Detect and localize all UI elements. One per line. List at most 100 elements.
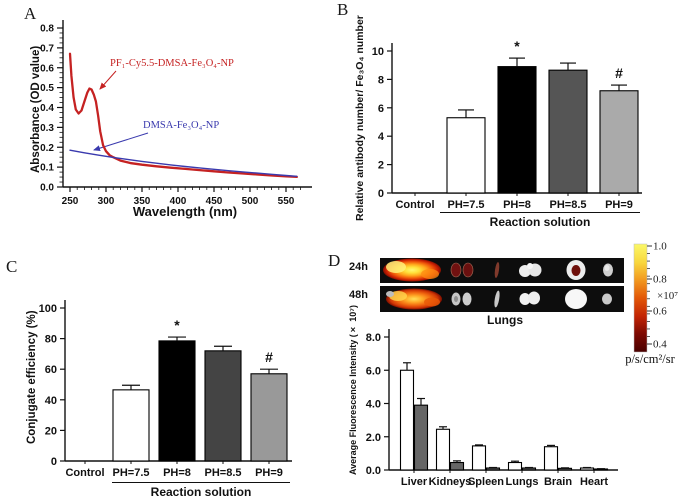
- bar: [471, 445, 487, 471]
- organ-kidneys-24h: [450, 262, 474, 278]
- bar: [497, 66, 537, 194]
- bar: [449, 461, 465, 471]
- y-tick-label: 0.0: [40, 183, 54, 194]
- significance-marker: *: [174, 317, 180, 333]
- panel-b-group-underline: [440, 212, 640, 213]
- colorbar-tick-0.4: 0.4: [653, 339, 667, 351]
- y-tick-label: 0.8: [40, 24, 54, 35]
- organ-lungs-24h: [519, 263, 542, 277]
- panel-letter-b: B: [337, 0, 349, 19]
- organ-lungs-48h: [519, 291, 540, 305]
- organ-liver-24h: [383, 258, 441, 282]
- bar: [579, 467, 595, 471]
- x-category-label: PH=9: [605, 199, 633, 211]
- x-category-label: Heart: [580, 476, 608, 488]
- x-category-label: Lungs: [506, 476, 539, 488]
- panel-letter-a: A: [24, 4, 37, 23]
- organ-fluorescence-strips: [380, 258, 624, 312]
- y-tick-label: 4: [378, 131, 385, 143]
- panel-letter-c: C: [6, 257, 18, 276]
- x-tick-label: 450: [206, 196, 223, 207]
- y-tick-label: 6: [378, 103, 384, 115]
- organ-brain-48h: [565, 289, 587, 309]
- bar: [112, 389, 150, 462]
- y-tick-label: 0.4: [40, 103, 54, 114]
- y-tick-label: 60: [45, 364, 57, 376]
- y-tick-label: 20: [45, 425, 57, 437]
- x-tick-label: 500: [242, 196, 259, 207]
- x-tick-label: 250: [62, 196, 79, 207]
- y-tick-label: 2: [378, 160, 384, 172]
- x-category-label: PH=9: [255, 467, 283, 479]
- y-tick-label: 0: [51, 456, 57, 468]
- x-category-label: Brain: [544, 476, 572, 488]
- bar: [204, 350, 242, 462]
- x-category-label: Liver: [401, 476, 428, 488]
- significance-marker: #: [265, 349, 273, 365]
- y-tick-label: 8: [378, 74, 384, 86]
- bar: [435, 428, 451, 471]
- bar: [158, 340, 196, 462]
- organ-liver-48h: [386, 288, 442, 310]
- x-tick-label: 400: [170, 196, 187, 207]
- panel-b-x-axis-label: Reaction solution: [489, 215, 591, 229]
- x-tick-label: 350: [134, 196, 151, 207]
- y-tick-label: 0: [378, 188, 384, 200]
- y-tick-label: 0.6: [40, 63, 54, 74]
- y-tick-label: 6.0: [366, 365, 381, 377]
- bar: [446, 117, 486, 194]
- bar: [250, 373, 288, 462]
- bar: [599, 90, 639, 194]
- bar: [485, 467, 501, 471]
- bar: [548, 69, 588, 194]
- significance-marker: *: [514, 38, 520, 54]
- y-tick-label: 0.1: [40, 163, 54, 174]
- x-category-label: PH=8.5: [550, 199, 587, 211]
- y-tick-label: 2.0: [366, 432, 381, 444]
- panel-letter-d: D: [328, 251, 341, 270]
- series-label-red: PF₁-Cy5.5-DMSA-Fe₃O₄-NP: [110, 58, 234, 69]
- strip-caption-lungs: Lungs: [487, 313, 523, 327]
- curve-conjugate: [68, 52, 298, 179]
- y-tick-label: 100: [39, 303, 57, 315]
- time-label-24h: 24h: [349, 261, 368, 273]
- x-category-label: PH=7.5: [113, 467, 150, 479]
- bar: [413, 404, 429, 471]
- significance-marker: #: [615, 65, 623, 81]
- x-category-label: Control: [395, 199, 434, 211]
- colorbar-tick-0.6: 0.6: [653, 306, 667, 318]
- bar: [507, 461, 523, 471]
- organ-brain-24h: [566, 260, 586, 280]
- colorbar-tick-1.0: 1.0: [653, 241, 667, 253]
- x-category-label: Spleen: [468, 476, 504, 488]
- bar: [399, 369, 415, 471]
- colorbar-tick-0.8: 0.8: [653, 274, 667, 286]
- x-category-label: PH=8: [163, 467, 191, 479]
- panel-a-plot: PF₁-Cy5.5-DMSA-Fe₃O₄-NP DMSA-Fe₃O₄-NP 0.…: [40, 20, 312, 207]
- x-category-label: PH=7.5: [448, 199, 485, 211]
- x-tick-label: 300: [98, 196, 115, 207]
- organ-spleen-48h: [494, 290, 500, 308]
- panel-a-x-axis-label: Wavelength (nm): [132, 204, 238, 219]
- fluorescence-colorbar: 1.0 0.8 ×10⁷ 0.6 0.4: [633, 241, 678, 353]
- y-tick-label: 40: [45, 395, 57, 407]
- x-category-label: PH=8: [503, 199, 531, 211]
- y-tick-label: 0.3: [40, 123, 54, 134]
- y-tick-label: 0.7: [40, 43, 54, 54]
- bar: [521, 467, 537, 471]
- bar: [543, 446, 559, 471]
- y-tick-label: 8.0: [366, 332, 381, 344]
- y-tick-label: 4.0: [366, 399, 381, 411]
- colorbar-gradient: [633, 243, 648, 353]
- y-tick-label: 0.2: [40, 143, 54, 154]
- y-tick-label: 10: [372, 46, 384, 58]
- curve-plain: [69, 149, 298, 178]
- panel-b-plot: 0 2 4 6 8 10 Control PH=7.5 PH=8 * PH=8.5 PH=9 #: [372, 38, 642, 211]
- organ-heart-48h: [602, 293, 612, 305]
- y-tick-label: 80: [45, 334, 57, 346]
- y-tick-label: 0.0: [366, 465, 381, 477]
- panel-c-plot: 0 20 40 60 80 100 Control PH=7.5 PH=8 * PH=8.5 PH=9…: [39, 300, 292, 479]
- series-label-blue: DMSA-Fe₃O₄-NP: [143, 120, 219, 131]
